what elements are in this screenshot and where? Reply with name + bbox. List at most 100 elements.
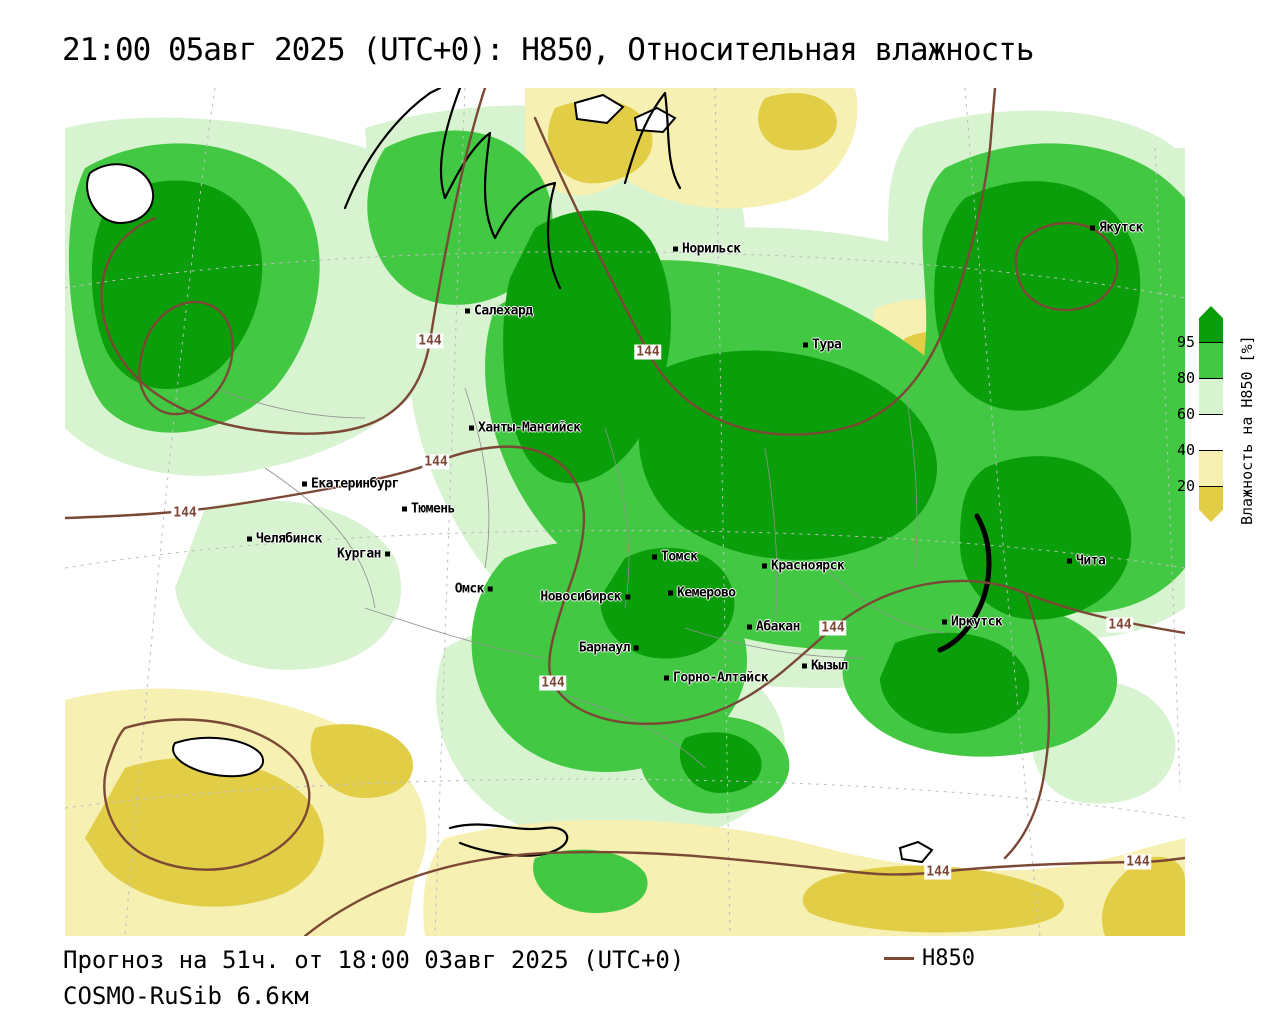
city-label: Иркутск <box>951 614 1003 630</box>
contour-value-label: 144 <box>416 333 444 349</box>
contour-value-label: 144 <box>539 675 567 691</box>
colorbar-tick-label: 95 <box>1176 333 1195 351</box>
city-dot <box>668 590 673 596</box>
city-label: Курган <box>337 546 381 562</box>
city-label: Тюмень <box>411 501 455 517</box>
city-marker: Тура <box>803 337 842 353</box>
graticule-layer <box>65 88 1185 936</box>
city-label: Тура <box>812 337 842 353</box>
city-dot <box>942 619 947 625</box>
contour-value-label: 144 <box>924 864 952 880</box>
colorbar-tick-mark <box>1199 342 1223 343</box>
city-marker: Екатеринбург <box>302 477 399 492</box>
isoline-legend-label: H850 <box>922 946 975 971</box>
model-info: COSMO-RuSib 6.6км <box>63 982 309 1010</box>
city-marker: Красноярск <box>762 559 845 574</box>
city-label: Горно-Алтайск <box>673 670 769 686</box>
city-label: Кемерово <box>677 585 736 601</box>
contour-value-label: 144 <box>819 620 847 636</box>
city-dot <box>385 551 390 557</box>
city-dot <box>803 342 808 348</box>
isoline-legend: H850 <box>884 946 975 971</box>
city-marker: Челябинск <box>247 532 322 547</box>
city-dot <box>625 594 630 600</box>
contour-value-label: 144 <box>1124 854 1152 870</box>
city-marker: Абакан <box>747 620 800 635</box>
city-dot <box>1090 225 1095 231</box>
city-dot <box>673 246 678 252</box>
city-marker: Новосибирск <box>540 590 630 605</box>
contour-value-label: 144 <box>1106 617 1134 633</box>
colorbar-tick-label: 60 <box>1176 405 1195 423</box>
dark-green-layer <box>91 180 1141 793</box>
city-dot <box>664 675 669 681</box>
city-dot <box>247 536 252 542</box>
city-label: Барнаул <box>578 640 631 656</box>
city-label: Ханты-Мансийск <box>478 420 581 436</box>
humidity-map-canvas <box>65 88 1185 936</box>
colorbar-tick-mark <box>1199 486 1223 487</box>
city-marker: Иркутск <box>942 614 1003 630</box>
city-marker: Чита <box>1067 553 1106 569</box>
forecast-info: Прогноз на 51ч. от 18:00 03авг 2025 (UTC… <box>63 946 685 974</box>
city-label: Томск <box>661 549 698 565</box>
city-dot <box>652 554 657 560</box>
city-dot <box>488 586 493 592</box>
city-label: Якутск <box>1099 220 1143 236</box>
colorbar-axis-label: Влажность на H850 [%] <box>1238 335 1256 525</box>
coastline-layer <box>86 88 992 864</box>
city-label: Новосибирск <box>540 589 621 605</box>
colorbar-seg-below-20 <box>1199 486 1223 522</box>
city-dot <box>802 663 807 669</box>
colorbar: 95 80 60 40 20 <box>1177 306 1223 522</box>
colorbar-seg-above-95 <box>1199 306 1223 342</box>
colorbar-segments: 95 80 60 40 20 <box>1177 306 1223 522</box>
contour-value-label: 144 <box>171 505 199 521</box>
colorbar-seg-60-80 <box>1199 378 1223 414</box>
city-marker: Курган <box>337 547 390 562</box>
isoline-layer <box>65 88 1185 936</box>
weather-map: 144 144 144 144 144 144 144 144 144 Норильск Якут… <box>65 88 1185 936</box>
city-label: Омск <box>454 581 485 597</box>
city-label: Челябинск <box>256 531 322 547</box>
city-dot <box>747 624 752 630</box>
colorbar-tick-mark <box>1199 378 1223 379</box>
city-marker: Томск <box>652 550 698 565</box>
colorbar-tick-mark <box>1199 414 1223 415</box>
city-dot <box>465 308 470 314</box>
city-label: Чита <box>1076 553 1106 569</box>
city-dot <box>402 506 407 512</box>
city-marker: Горно-Алтайск <box>664 670 769 686</box>
city-marker: Ханты-Мансийск <box>469 421 581 436</box>
city-label: Норильск <box>682 241 741 257</box>
colorbar-tick-mark <box>1199 450 1223 451</box>
colorbar-tick-label: 80 <box>1176 369 1195 387</box>
page-title: 21:00 05авг 2025 (UTC+0): H850, Относите… <box>62 32 1034 68</box>
isoline-legend-swatch <box>884 957 914 960</box>
colorbar-seg-40-60 <box>1199 414 1223 450</box>
colorbar-tick-label: 40 <box>1176 441 1195 459</box>
city-marker: Якутск <box>1090 221 1143 236</box>
city-dot <box>762 563 767 569</box>
colorbar-seg-80-95 <box>1199 342 1223 378</box>
city-marker: Омск <box>455 582 493 597</box>
city-label: Кызыл <box>811 658 848 674</box>
city-marker: Кызыл <box>802 659 848 674</box>
city-dot <box>1067 558 1072 564</box>
city-marker: Салехард <box>465 304 533 319</box>
city-dot <box>469 425 474 431</box>
city-dot <box>634 645 639 651</box>
city-marker: Тюмень <box>402 502 455 517</box>
contour-value-label: 144 <box>634 344 662 360</box>
contour-value-label: 144 <box>422 454 450 470</box>
city-dot <box>302 481 307 487</box>
city-marker: Барнаул <box>579 641 639 656</box>
city-label: Абакан <box>756 619 800 635</box>
city-marker: Кемерово <box>668 586 736 601</box>
city-label: Салехард <box>474 303 533 319</box>
admin-borders-layer <box>214 387 946 769</box>
city-label: Екатеринбург <box>311 476 399 492</box>
city-marker: Норильск <box>673 242 741 257</box>
colorbar-seg-20-40 <box>1199 450 1223 486</box>
